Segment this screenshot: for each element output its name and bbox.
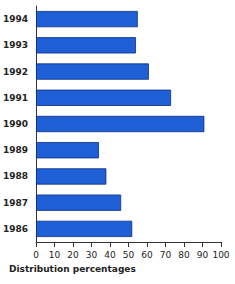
svg-text:1993: 1993 [3, 40, 28, 50]
svg-text:40: 40 [104, 250, 116, 260]
svg-text:1986: 1986 [3, 224, 28, 234]
svg-text:10: 10 [49, 250, 61, 260]
svg-text:1989: 1989 [3, 145, 28, 155]
svg-text:90: 90 [197, 250, 209, 260]
svg-text:1990: 1990 [3, 119, 28, 129]
svg-text:20: 20 [67, 250, 79, 260]
svg-text:Distribution percentages: Distribution percentages [9, 264, 136, 274]
svg-text:0: 0 [33, 250, 39, 260]
svg-text:80: 80 [178, 250, 190, 260]
svg-text:50: 50 [123, 250, 135, 260]
svg-text:1988: 1988 [3, 171, 28, 181]
svg-text:30: 30 [86, 250, 98, 260]
svg-text:1991: 1991 [3, 93, 28, 103]
svg-text:1994: 1994 [3, 14, 28, 24]
svg-text:70: 70 [160, 250, 172, 260]
svg-text:60: 60 [141, 250, 153, 260]
svg-text:100: 100 [212, 250, 229, 260]
svg-text:1987: 1987 [3, 198, 28, 208]
svg-text:1992: 1992 [3, 67, 28, 77]
